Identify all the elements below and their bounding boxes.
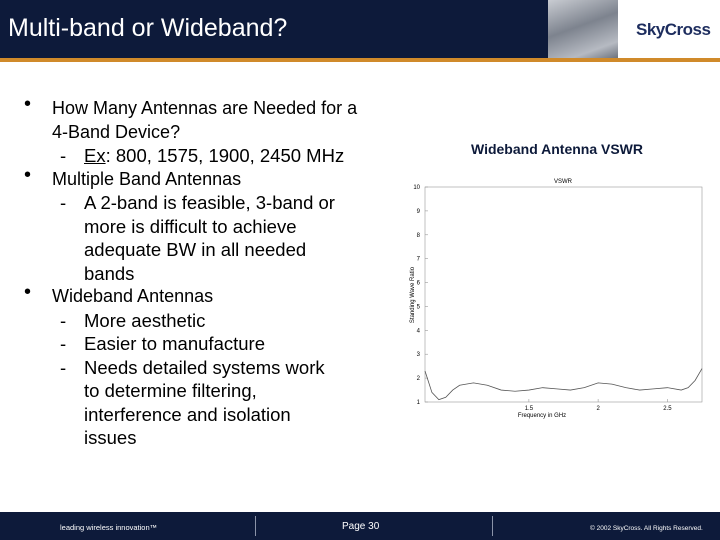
header-image — [548, 0, 618, 58]
page-number: Page 30 — [342, 521, 380, 532]
separator — [492, 516, 493, 536]
logo-text: SkyCross — [636, 20, 711, 39]
x-tick-label: 2 — [596, 406, 600, 412]
chart-title: Wideband Antenna VSWR — [471, 141, 643, 157]
sub-bullet: Ex: 800, 1575, 1900, 2450 MHz — [22, 144, 364, 168]
tagline: leading wireless innovation™ — [60, 523, 158, 532]
y-axis-label: Standing Wave Ratio — [410, 266, 416, 323]
vswr-line — [424, 368, 703, 401]
y-tick-label: 7 — [417, 257, 421, 263]
accent-rule — [0, 58, 720, 62]
sub-bullet: Needs detailed systems work to determine… — [22, 356, 334, 450]
vswr-chart: Wideband Antenna VSWR VSWR Frequency in … — [410, 141, 703, 419]
y-tick-label: 6 — [417, 281, 421, 287]
bullet-list: How Many Antennas are Needed for a 4-Ban… — [22, 93, 372, 450]
x-tick-label: 1.5 — [525, 406, 534, 412]
bullet: Wideband Antennas — [22, 281, 362, 309]
copyright: © 2002 SkyCross. All Rights Reserved. — [590, 525, 703, 532]
footer: leading wireless innovation™ Page 30 © 2… — [0, 512, 720, 540]
slide-title: Multi-band or Wideband? — [8, 14, 288, 42]
bullet: Multiple Band Antennas — [22, 164, 362, 192]
text: : 800, 1575, 1900, 2450 MHz — [105, 145, 345, 166]
separator — [255, 516, 256, 536]
y-tick-label: 2 — [417, 376, 421, 382]
logo: SkyCross — [618, 0, 720, 58]
y-tick-label: 10 — [413, 185, 420, 191]
underlined: Ex — [84, 145, 106, 166]
plot-frame — [424, 186, 703, 403]
y-tick-label: 5 — [417, 304, 421, 310]
y-tick-label: 8 — [417, 233, 421, 239]
sub-bullet: More aesthetic — [22, 309, 364, 333]
y-tick-label: 3 — [417, 352, 421, 358]
y-tick-label: 1 — [417, 400, 421, 406]
header: Multi-band or Wideband? SkyCross — [0, 0, 720, 58]
y-tick-label: 4 — [417, 328, 421, 334]
plot-title: VSWR — [554, 179, 573, 185]
sub-bullet: Easier to manufacture — [22, 332, 364, 356]
x-tick-label: 2.5 — [663, 406, 672, 412]
x-axis-label: Frequency in GHz — [518, 413, 566, 419]
y-tick-label: 9 — [417, 209, 421, 215]
sub-bullet: A 2-band is feasible, 3-band or more is … — [22, 191, 346, 285]
bullet: How Many Antennas are Needed for a 4-Ban… — [22, 93, 362, 144]
